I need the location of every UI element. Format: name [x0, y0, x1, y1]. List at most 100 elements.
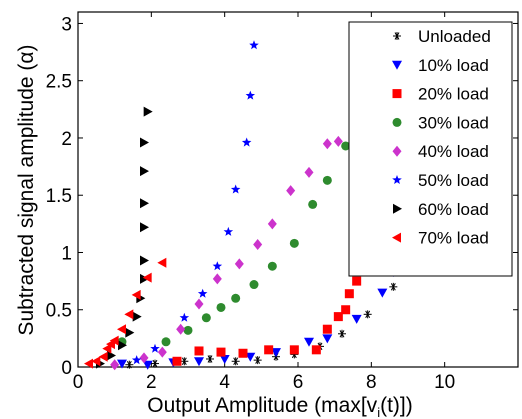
data-point: [308, 199, 318, 209]
legend-marker: [392, 175, 402, 184]
data-point: [140, 255, 149, 266]
data-point: [219, 354, 230, 364]
x-axis-title-subscript: i: [377, 405, 380, 419]
legend-marker: [392, 60, 402, 70]
data-point: [183, 325, 193, 335]
legend-entry: 40% load: [392, 142, 489, 161]
data-point: [125, 360, 134, 369]
x-tick-label: 0: [73, 372, 84, 393]
data-point: [377, 288, 388, 298]
y-axis-title-end: ): [15, 44, 38, 51]
data-point: [117, 324, 126, 335]
data-point: [267, 261, 277, 271]
data-point: [176, 323, 186, 335]
data-point: [289, 238, 299, 248]
legend-entry: 60% load: [393, 200, 489, 219]
data-point: [245, 352, 256, 362]
legend-label: 60% load: [418, 200, 489, 219]
data-point: [102, 343, 112, 354]
data-point: [197, 288, 208, 298]
data-point: [230, 184, 241, 194]
data-point: [264, 345, 274, 355]
series-4: [110, 135, 343, 371]
legend-marker: [393, 203, 402, 214]
data-point: [304, 337, 314, 347]
series-2: [172, 276, 362, 366]
data-point: [333, 312, 343, 322]
data-point: [322, 324, 332, 334]
data-point: [223, 226, 234, 236]
y-tick-label: 0: [61, 358, 72, 379]
legend-label: 20% load: [418, 85, 489, 104]
x-axis-title-end: (t)]): [380, 394, 413, 417]
y-tick-label: 2: [61, 129, 72, 150]
data-point: [157, 346, 167, 358]
legend-marker: [392, 117, 402, 127]
data-point: [212, 273, 222, 285]
data-point: [231, 293, 241, 303]
x-tick-label: 10: [434, 372, 455, 393]
data-point: [231, 357, 240, 366]
data-point: [118, 340, 127, 351]
data-point: [271, 348, 281, 358]
data-point: [253, 238, 263, 250]
data-point: [341, 305, 351, 315]
legend-label: Unloaded: [418, 27, 491, 46]
data-point: [139, 352, 149, 364]
data-point: [389, 282, 398, 291]
data-point: [289, 345, 299, 355]
x-tick-label: 2: [146, 372, 157, 393]
data-point: [322, 175, 332, 185]
x-tick-label: 4: [219, 372, 230, 393]
data-point: [238, 348, 248, 358]
data-point: [125, 327, 135, 338]
y-tick-label: 0.5: [46, 301, 72, 322]
legend-label: 50% load: [418, 171, 489, 190]
data-point: [333, 135, 343, 147]
data-point: [234, 258, 244, 270]
data-point: [322, 138, 332, 150]
data-point: [216, 347, 226, 357]
data-point: [322, 334, 333, 344]
legend-label: 70% load: [418, 229, 489, 248]
data-point: [140, 137, 149, 148]
data-point: [249, 40, 259, 50]
data-point: [110, 359, 120, 371]
data-point: [194, 298, 204, 310]
data-point: [157, 257, 167, 268]
y-tick-label: 2.5: [46, 72, 72, 93]
legend-label: 40% load: [418, 142, 489, 161]
data-point: [241, 137, 252, 147]
data-point: [124, 309, 134, 320]
data-point: [132, 311, 142, 322]
y-axis-title: Subtracted signal amplitude (α): [15, 44, 38, 335]
legend-label: 30% load: [418, 113, 489, 132]
data-point: [131, 289, 141, 300]
data-point: [363, 310, 372, 319]
data-point: [98, 351, 108, 362]
data-point: [341, 141, 351, 151]
legend-entry: 70% load: [392, 229, 489, 248]
data-point: [253, 356, 262, 365]
x-axis-title: Output Amplitude (max[vi(t)]): [147, 394, 412, 419]
data-point: [117, 359, 127, 369]
data-point: [140, 273, 149, 284]
legend-marker: [393, 32, 401, 40]
legend-marker: [392, 232, 401, 243]
data-point: [150, 343, 160, 353]
data-point: [351, 314, 362, 324]
series-3: [117, 102, 362, 347]
axis-ticks: 0 2 4 6 8 10 0 0.5 1 1.5 2 2.5 3: [46, 12, 518, 393]
data-point: [206, 354, 214, 363]
series-7: [84, 257, 167, 369]
legend-entry: Unloaded: [393, 27, 491, 46]
data-point: [107, 350, 116, 361]
y-axis-title-symbol: α: [15, 51, 38, 63]
data-point: [344, 289, 354, 299]
data-point: [311, 345, 321, 355]
data-point: [161, 337, 171, 347]
y-axis-title-main: Subtracted signal amplitude (: [15, 64, 38, 336]
data-point: [172, 356, 182, 366]
data-point: [245, 90, 256, 100]
